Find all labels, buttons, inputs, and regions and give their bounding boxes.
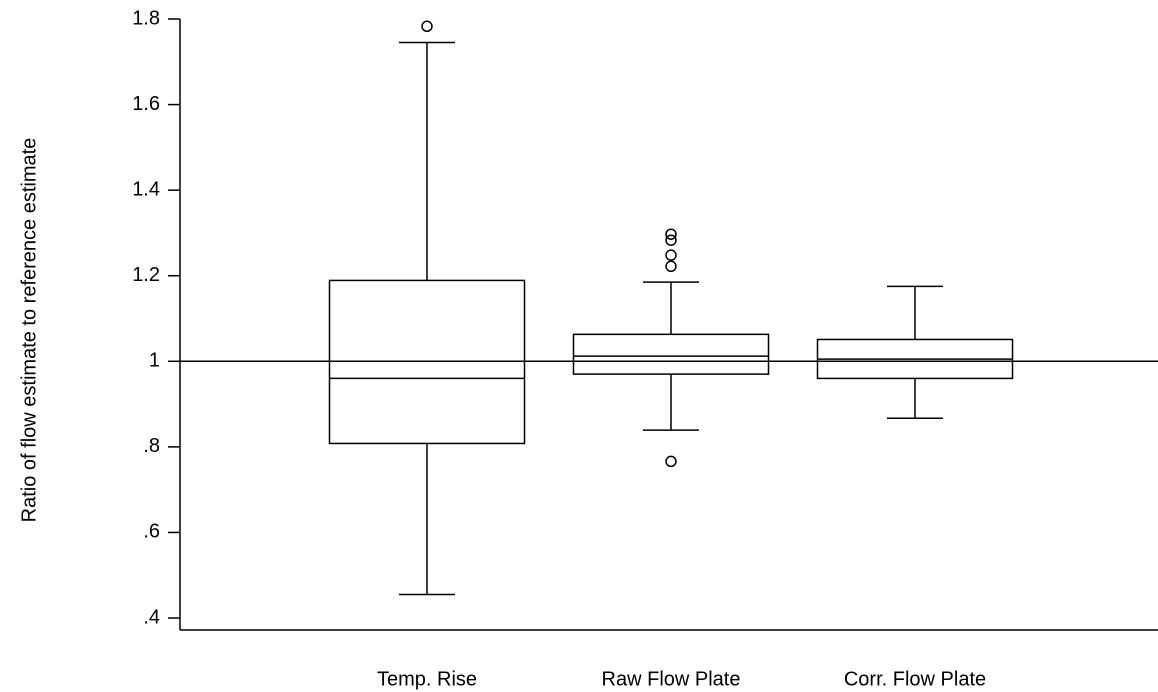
x-tick-label: Corr. Flow Plate [844,668,986,690]
outlier [665,228,677,240]
box [572,333,770,375]
y-tick-label: .6 [143,521,160,543]
outlier [665,455,677,468]
x-tick-label: Temp. Rise [377,668,477,690]
y-tick-label: 1.6 [132,93,160,115]
y-tick-label: 1 [149,350,160,372]
y-tick-label: 1.2 [132,264,160,286]
outlier [665,249,677,261]
y-axis-label: Ratio of flow estimate to reference esti… [18,138,40,523]
y-tick-label: 1.4 [132,178,160,200]
y-tick-label: .8 [143,435,160,457]
y-tick-label: 1.8 [132,7,160,29]
outlier [421,20,433,33]
y-tick-label: .4 [143,606,160,628]
x-tick-label: Raw Flow Plate [602,668,741,690]
outlier [665,234,677,246]
outlier [665,260,677,273]
